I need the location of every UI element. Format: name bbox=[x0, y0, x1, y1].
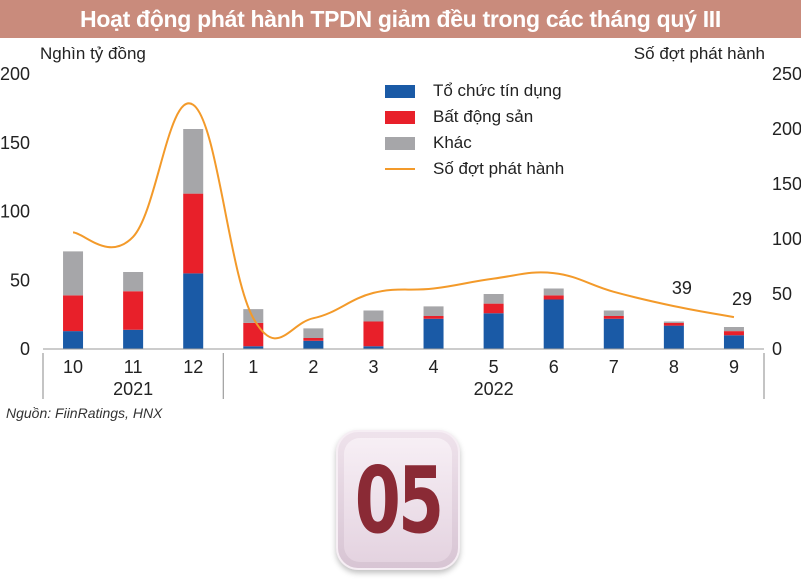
x-tick-12: 12 bbox=[183, 357, 203, 377]
bar-khac-7 bbox=[603, 310, 624, 316]
year-label-2021: 2021 bbox=[113, 379, 153, 399]
bar-tctd-2 bbox=[303, 340, 324, 349]
x-tick-10: 10 bbox=[63, 357, 83, 377]
y-tick-right-200: 200 bbox=[772, 119, 801, 139]
y-axis-label-right: Số đợt phát hành bbox=[633, 44, 765, 63]
bar-bds-3 bbox=[363, 321, 384, 347]
bar-tctd-8 bbox=[663, 325, 684, 349]
bar-tctd-9 bbox=[723, 335, 744, 349]
bar-tctd-7 bbox=[603, 318, 624, 349]
bar-khac-6 bbox=[543, 288, 564, 296]
bar-bds-6 bbox=[543, 295, 564, 300]
bar-khac-2 bbox=[303, 328, 324, 338]
legend-swatch-tctd bbox=[385, 84, 415, 98]
legend-item-khac: Khác bbox=[385, 130, 564, 156]
bar-tctd-6 bbox=[543, 299, 564, 349]
page-number-badge-inner: 05 bbox=[344, 438, 452, 562]
bar-tctd-12 bbox=[183, 273, 204, 349]
x-tick-1: 1 bbox=[248, 357, 258, 377]
bar-bds-5 bbox=[483, 303, 504, 314]
bar-bds-2 bbox=[303, 338, 324, 341]
x-tick-6: 6 bbox=[549, 357, 559, 377]
year-label-2022: 2022 bbox=[474, 379, 514, 399]
bar-khac-10 bbox=[63, 251, 84, 296]
legend-swatch-bds bbox=[385, 110, 415, 124]
bar-tctd-11 bbox=[123, 329, 144, 349]
y-tick-right-150: 150 bbox=[772, 174, 801, 194]
bar-bds-8 bbox=[663, 322, 684, 326]
legend-label-line: Số đợt phát hành bbox=[433, 159, 565, 178]
y-axis-label-left: Nghìn tỷ đồng bbox=[40, 44, 146, 63]
bar-bds-12 bbox=[183, 193, 204, 274]
y-tick-right-0: 0 bbox=[772, 339, 782, 359]
x-tick-4: 4 bbox=[429, 357, 439, 377]
bar-bds-9 bbox=[723, 331, 744, 336]
page-number: 05 bbox=[354, 446, 444, 554]
legend-item-bds: Bất động sản bbox=[385, 104, 564, 130]
bar-khac-3 bbox=[363, 310, 384, 322]
legend-label-khac: Khác bbox=[433, 133, 472, 152]
bar-bds-4 bbox=[423, 316, 444, 319]
x-tick-2: 2 bbox=[308, 357, 318, 377]
bar-tctd-5 bbox=[483, 313, 504, 349]
bar-khac-5 bbox=[483, 294, 504, 304]
y-tick-right-100: 100 bbox=[772, 229, 801, 249]
bar-bds-11 bbox=[123, 291, 144, 330]
data-label-8: 39 bbox=[672, 278, 692, 298]
bar-khac-4 bbox=[423, 306, 444, 316]
x-tick-5: 5 bbox=[489, 357, 499, 377]
bar-tctd-10 bbox=[63, 331, 84, 349]
x-tick-11: 11 bbox=[124, 357, 143, 377]
page-number-badge: 05 bbox=[336, 430, 460, 570]
bar-khac-12 bbox=[183, 129, 204, 194]
y-tick-left-0: 0 bbox=[20, 339, 30, 359]
y-tick-left-200: 200 bbox=[0, 64, 30, 84]
line-so-dot-phat-hanh bbox=[72, 102, 735, 340]
bar-khac-8 bbox=[663, 321, 684, 323]
bar-khac-11 bbox=[123, 272, 144, 292]
title-bar: Hoạt động phát hành TPDN giảm đều trong … bbox=[0, 0, 801, 38]
legend-swatch-line bbox=[385, 168, 415, 170]
chart-legend: Tổ chức tín dụng Bất động sản Khác Số đợ… bbox=[385, 78, 564, 182]
legend-item-line: Số đợt phát hành bbox=[385, 156, 564, 182]
x-tick-9: 9 bbox=[729, 357, 739, 377]
y-tick-right-50: 50 bbox=[772, 284, 792, 304]
x-tick-7: 7 bbox=[609, 357, 619, 377]
y-tick-right-250: 250 bbox=[772, 64, 801, 84]
chart-title: Hoạt động phát hành TPDN giảm đều trong … bbox=[80, 5, 721, 32]
bar-tctd-1 bbox=[243, 346, 264, 349]
x-tick-8: 8 bbox=[669, 357, 679, 377]
source-note: Nguồn: FiinRatings, HNX bbox=[6, 405, 163, 421]
y-tick-left-50: 50 bbox=[10, 270, 30, 290]
x-tick-3: 3 bbox=[368, 357, 378, 377]
legend-label-bds: Bất động sản bbox=[433, 107, 534, 126]
bar-khac-1 bbox=[243, 309, 264, 323]
bar-tctd-3 bbox=[363, 346, 384, 349]
legend-label-tctd: Tổ chức tín dụng bbox=[433, 81, 562, 100]
legend-item-tctd: Tổ chức tín dụng bbox=[385, 78, 564, 104]
bar-tctd-4 bbox=[423, 318, 444, 349]
bar-bds-10 bbox=[63, 295, 84, 332]
data-label-9: 29 bbox=[732, 289, 752, 309]
bar-bds-1 bbox=[243, 322, 264, 347]
y-tick-left-100: 100 bbox=[0, 202, 30, 222]
y-tick-left-150: 150 bbox=[0, 133, 30, 153]
bar-khac-9 bbox=[723, 327, 744, 332]
bar-bds-7 bbox=[603, 316, 624, 319]
legend-swatch-khac bbox=[385, 136, 415, 150]
